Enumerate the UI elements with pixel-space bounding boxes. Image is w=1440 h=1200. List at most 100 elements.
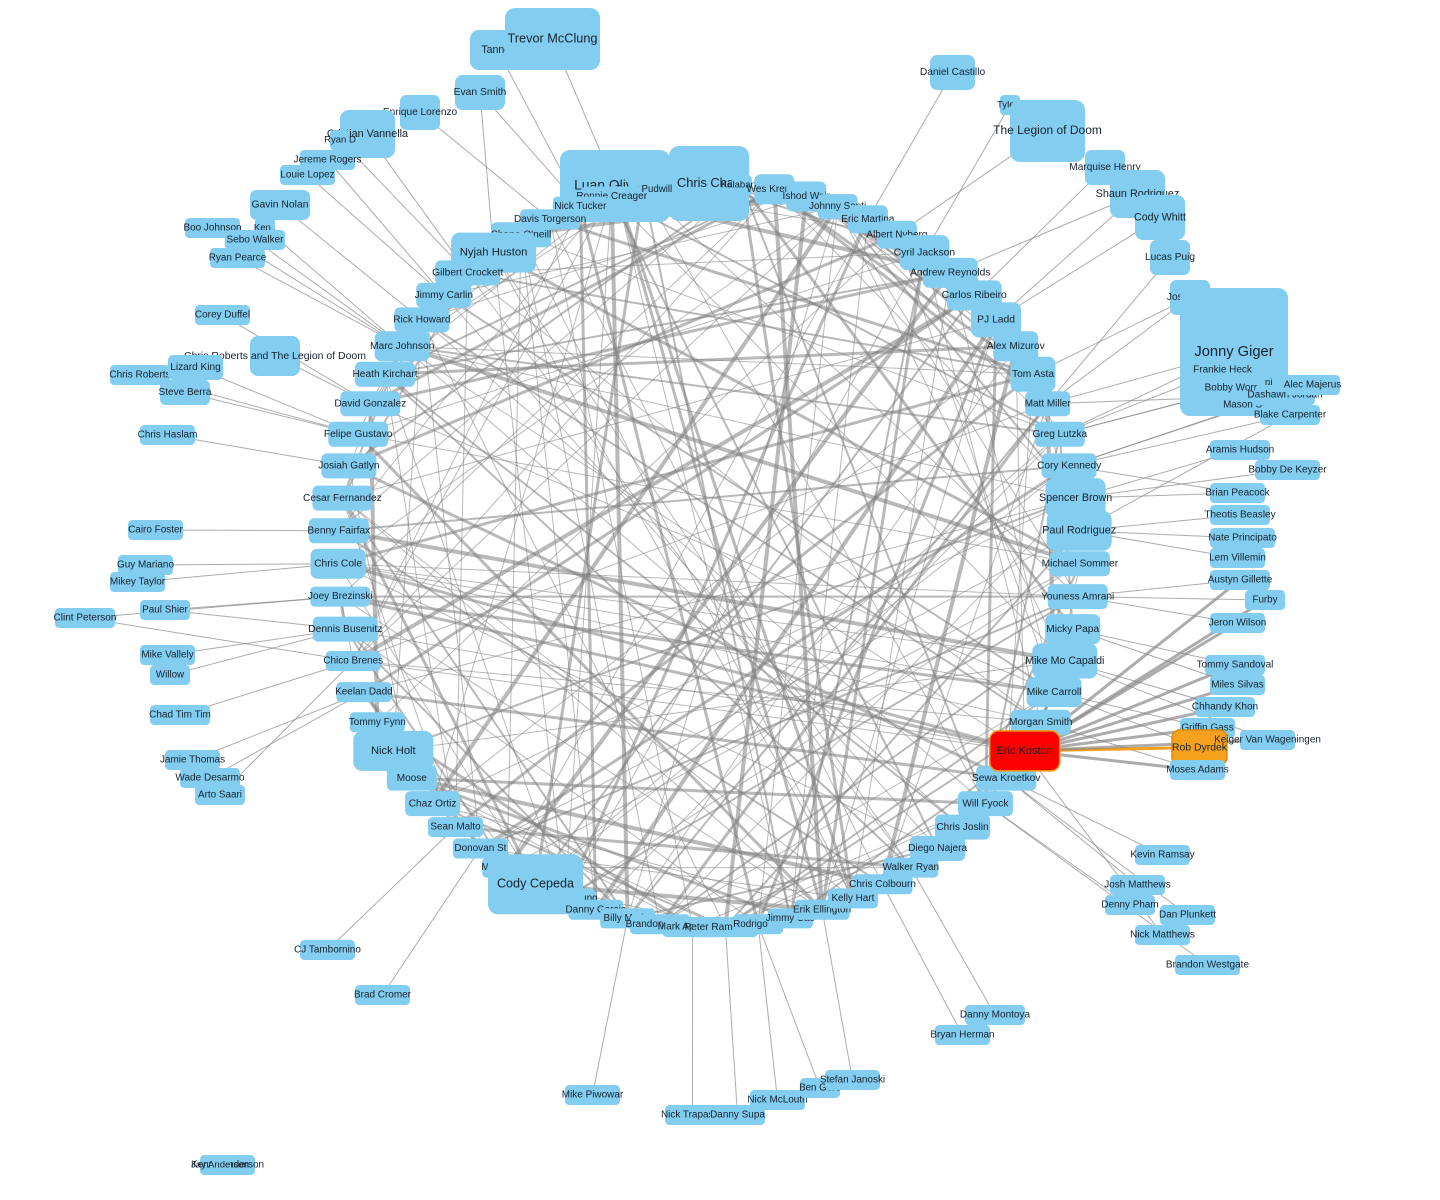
svg-text:Theotis Beasley: Theotis Beasley bbox=[1204, 510, 1275, 521]
svg-text:Mike Carroll: Mike Carroll bbox=[1027, 687, 1082, 698]
svg-text:Tommy Fynn: Tommy Fynn bbox=[349, 717, 406, 728]
svg-text:Nate Principato: Nate Principato bbox=[1208, 533, 1277, 544]
svg-text:Andrew Reynolds: Andrew Reynolds bbox=[910, 268, 990, 279]
svg-text:Chico Brenes: Chico Brenes bbox=[323, 656, 383, 667]
svg-text:Brian Peacock: Brian Peacock bbox=[1205, 488, 1269, 499]
svg-text:Steve Berra: Steve Berra bbox=[159, 387, 212, 398]
svg-text:Ryan D: Ryan D bbox=[324, 135, 356, 146]
svg-text:Jamie Thomas: Jamie Thomas bbox=[160, 755, 225, 766]
svg-text:Dennis Busenitz: Dennis Busenitz bbox=[308, 624, 382, 635]
svg-text:Chris Colbourn: Chris Colbourn bbox=[849, 879, 916, 890]
svg-text:Eric Koston: Eric Koston bbox=[997, 745, 1053, 757]
svg-text:Keelan Dadd: Keelan Dadd bbox=[335, 687, 393, 698]
svg-text:Michael Sommer: Michael Sommer bbox=[1042, 558, 1119, 569]
svg-text:Frankie Heck: Frankie Heck bbox=[1193, 365, 1252, 376]
svg-text:Brad Cromer: Brad Cromer bbox=[354, 990, 412, 1001]
svg-text:Cyril Jackson: Cyril Jackson bbox=[894, 247, 956, 258]
svg-text:Wade Desarmo: Wade Desarmo bbox=[175, 773, 245, 784]
svg-text:Daniel Castillo: Daniel Castillo bbox=[920, 67, 986, 78]
svg-text:Nick McLouth: Nick McLouth bbox=[747, 1095, 807, 1106]
svg-text:Austyn Gillette: Austyn Gillette bbox=[1208, 575, 1273, 586]
svg-text:Keiger Van Wageningen: Keiger Van Wageningen bbox=[1214, 735, 1321, 746]
svg-text:Danny Montoya: Danny Montoya bbox=[960, 1010, 1031, 1021]
svg-text:Cesar Fernandez: Cesar Fernandez bbox=[303, 493, 382, 504]
svg-text:Blake Carpenter: Blake Carpenter bbox=[1254, 410, 1327, 421]
svg-text:Marc Johnson: Marc Johnson bbox=[370, 341, 435, 352]
svg-text:Mike Mo Capaldi: Mike Mo Capaldi bbox=[1025, 655, 1104, 667]
svg-text:Gilbert Crockett: Gilbert Crockett bbox=[432, 268, 503, 279]
svg-text:Chad Tim Tim: Chad Tim Tim bbox=[149, 710, 211, 721]
svg-text:Cairo Foster: Cairo Foster bbox=[128, 525, 183, 536]
svg-text:Guy Mariano: Guy Mariano bbox=[117, 560, 174, 571]
svg-text:Diego Najera: Diego Najera bbox=[908, 843, 967, 854]
svg-text:Moses Adams: Moses Adams bbox=[1166, 765, 1229, 776]
svg-text:Jay Anderson: Jay Anderson bbox=[191, 1160, 249, 1171]
svg-text:Jereme Rogers: Jereme Rogers bbox=[293, 155, 361, 166]
svg-text:Josh Matthews: Josh Matthews bbox=[1104, 880, 1170, 891]
svg-text:Gavin Nolan: Gavin Nolan bbox=[251, 200, 308, 211]
svg-text:Nick Matthews: Nick Matthews bbox=[1130, 930, 1195, 941]
svg-text:Rick Howard: Rick Howard bbox=[393, 315, 450, 326]
svg-text:Walker Ryan: Walker Ryan bbox=[882, 862, 939, 873]
svg-text:Felipe Gustavo: Felipe Gustavo bbox=[324, 429, 393, 440]
svg-text:Morgan Smith: Morgan Smith bbox=[1009, 717, 1072, 728]
svg-text:Chris Haslam: Chris Haslam bbox=[138, 430, 198, 441]
svg-text:Kelly Hart: Kelly Hart bbox=[831, 893, 874, 904]
svg-text:Aramis Hudson: Aramis Hudson bbox=[1206, 445, 1274, 456]
svg-text:Lem Villemin: Lem Villemin bbox=[1209, 553, 1266, 564]
svg-text:Spencer Brown: Spencer Brown bbox=[1039, 492, 1112, 504]
svg-text:Dan Plunkett: Dan Plunkett bbox=[1159, 910, 1216, 921]
svg-text:Tommy Sandoval: Tommy Sandoval bbox=[1197, 660, 1274, 671]
svg-text:Alec Majerus: Alec Majerus bbox=[1284, 380, 1342, 391]
svg-text:Miles Silvas: Miles Silvas bbox=[1211, 680, 1264, 691]
svg-text:Sean Malto: Sean Malto bbox=[430, 822, 481, 833]
svg-text:Sebo Walker: Sebo Walker bbox=[227, 235, 285, 246]
svg-text:Chaz Ortiz: Chaz Ortiz bbox=[409, 798, 457, 809]
svg-text:Joey Brezinski: Joey Brezinski bbox=[308, 591, 373, 602]
svg-text:Paul Rodriguez: Paul Rodriguez bbox=[1042, 525, 1116, 537]
svg-text:Kevin Ramsay: Kevin Ramsay bbox=[1130, 850, 1194, 861]
svg-text:David Gonzalez: David Gonzalez bbox=[334, 398, 406, 409]
svg-text:Clint Peterson: Clint Peterson bbox=[54, 613, 117, 624]
svg-text:Micky Papa: Micky Papa bbox=[1046, 624, 1099, 635]
svg-text:Carlos Ribeiro: Carlos Ribeiro bbox=[942, 290, 1007, 301]
svg-text:The Legion of Doom: The Legion of Doom bbox=[993, 123, 1102, 137]
svg-text:Corey Duffel: Corey Duffel bbox=[195, 310, 250, 321]
svg-text:Willow: Willow bbox=[156, 670, 185, 681]
svg-text:Stefan Janoski: Stefan Janoski bbox=[820, 1075, 885, 1086]
svg-text:Chris Roberts: Chris Roberts bbox=[109, 370, 170, 381]
svg-text:Mikey Taylor: Mikey Taylor bbox=[110, 577, 166, 588]
svg-text:Josiah Gatlyn: Josiah Gatlyn bbox=[318, 461, 379, 472]
svg-text:Lucas Puig: Lucas Puig bbox=[1145, 252, 1195, 263]
svg-text:Bobby De Keyzer: Bobby De Keyzer bbox=[1248, 465, 1327, 476]
svg-text:Mike Vallely: Mike Vallely bbox=[141, 650, 193, 661]
svg-text:Furby: Furby bbox=[1253, 595, 1278, 606]
svg-text:Benny Fairfax: Benny Fairfax bbox=[307, 525, 370, 536]
svg-text:Lizard King: Lizard King bbox=[170, 362, 221, 373]
svg-text:Moose: Moose bbox=[397, 773, 428, 784]
svg-text:Tom Asta: Tom Asta bbox=[1012, 369, 1054, 380]
svg-text:Brandon Westgate: Brandon Westgate bbox=[1166, 960, 1250, 971]
svg-text:Matt Miller: Matt Miller bbox=[1025, 398, 1072, 409]
svg-text:Bryan Herman: Bryan Herman bbox=[930, 1030, 994, 1041]
svg-text:Alex Mizurov: Alex Mizurov bbox=[987, 341, 1046, 352]
svg-text:PJ Ladd: PJ Ladd bbox=[977, 315, 1015, 326]
svg-text:Louie Lopez: Louie Lopez bbox=[280, 170, 334, 181]
svg-text:Danny Supa: Danny Supa bbox=[710, 1110, 765, 1121]
svg-text:Mike Piwowar: Mike Piwowar bbox=[562, 1090, 624, 1101]
svg-text:Paul Shier: Paul Shier bbox=[142, 605, 188, 616]
svg-text:Cody Cepeda: Cody Cepeda bbox=[497, 877, 575, 891]
svg-text:Evan Smith: Evan Smith bbox=[454, 87, 507, 98]
svg-text:Jimmy Carlin: Jimmy Carlin bbox=[415, 290, 473, 301]
svg-text:Jonny Giger: Jonny Giger bbox=[1194, 344, 1273, 360]
svg-text:Heath Kirchart: Heath Kirchart bbox=[352, 369, 417, 380]
svg-text:CJ Tambornino: CJ Tambornino bbox=[294, 945, 361, 956]
svg-text:Chhandy Khon: Chhandy Khon bbox=[1192, 702, 1258, 713]
svg-text:Jeron Wilson: Jeron Wilson bbox=[1209, 618, 1267, 629]
svg-text:Chris Cole: Chris Cole bbox=[314, 558, 362, 569]
svg-text:Sewa Kroetkov: Sewa Kroetkov bbox=[972, 773, 1041, 784]
svg-text:Nick Holt: Nick Holt bbox=[371, 745, 417, 757]
svg-text:Arto Saari: Arto Saari bbox=[198, 790, 242, 801]
svg-text:Nyjah Huston: Nyjah Huston bbox=[460, 247, 528, 259]
svg-text:Donovan St: Donovan St bbox=[454, 843, 506, 854]
